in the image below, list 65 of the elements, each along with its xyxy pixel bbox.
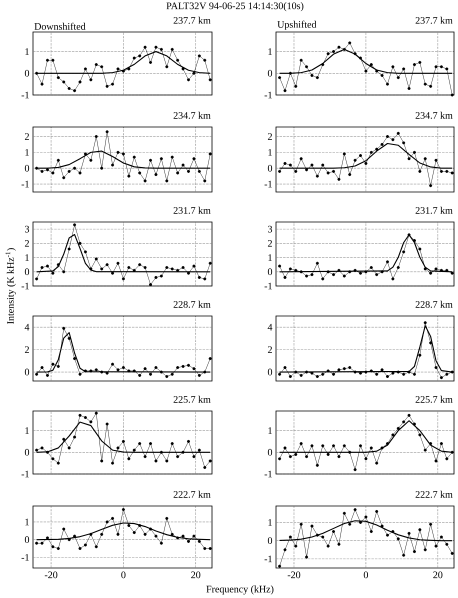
x-tick-label: 20 (433, 572, 442, 578)
y-tick-label: -1 (264, 556, 272, 562)
chart-title: 237.7 km (416, 16, 453, 24)
y-tick-label: 2 (268, 240, 272, 247)
y-tick-label: 3 (268, 226, 272, 232)
y-tick-label: 0 (24, 164, 30, 172)
y-tick-label: -1 (264, 470, 272, 478)
y-tick-label: 0 (268, 537, 272, 544)
y-tick-label: 1 (268, 149, 272, 156)
y-tick-label: 4 (24, 324, 30, 330)
y-tick-label: 1 (25, 48, 29, 55)
text: Upshifted (277, 20, 316, 30)
text: PALT32V 94-06-25 14:14:30(10s) (166, 2, 304, 12)
chart-title: 222.7 km (416, 490, 453, 498)
y-tick-label: 0 (268, 164, 272, 172)
y-tick-label: -1 (264, 180, 272, 188)
y-tick-label: -1 (22, 282, 29, 290)
y-tick-label: 2 (24, 240, 29, 247)
chart-title: 228.7 km (416, 300, 453, 308)
y-tick-label: 1 (268, 254, 272, 261)
y-tick-label: 0 (24, 70, 30, 77)
y-tick-label: 2 (24, 133, 29, 140)
y-axis-title: Intensity (K kHz$^{-1}$) (6, 248, 16, 324)
y-tick-label: -1 (22, 554, 29, 561)
y-tick-label: 3 (24, 226, 30, 232)
y-tick-label: -1 (22, 92, 29, 98)
chart-title: 234.7 km (416, 112, 453, 119)
y-tick-label: 2 (268, 133, 272, 140)
chart-title: 237.7 km (174, 16, 211, 24)
y-tick-label: 1 (25, 518, 29, 526)
x-tick-label: -20 (44, 572, 58, 578)
y-tick-label: 2 (24, 346, 29, 353)
y-tick-label: 1 (25, 149, 29, 156)
y-tick-label: 0 (24, 268, 30, 276)
y-tick-label: 0 (268, 368, 272, 376)
chart-title: 225.7 km (416, 396, 453, 403)
y-tick-label: 1 (25, 427, 29, 434)
y-tick-label: 1 (268, 48, 272, 55)
y-tick-label: 0 (24, 448, 30, 456)
y-tick-label: -1 (264, 282, 272, 290)
y-tick-label: 2 (268, 346, 272, 353)
chart-title: 225.7 km (174, 396, 211, 403)
y-tick-label: -1 (22, 180, 29, 188)
y-tick-label: 0 (268, 70, 272, 77)
y-tick-label: -1 (264, 92, 272, 98)
x-tick-label: 20 (191, 572, 200, 578)
y-tick-label: 0 (24, 536, 30, 544)
chart-title: 231.7 km (174, 206, 211, 214)
y-tick-label: -1 (22, 470, 29, 478)
x-tick-label: 0 (121, 572, 126, 578)
y-tick-label: 0 (268, 448, 272, 456)
y-tick-label: 1 (268, 427, 272, 434)
chart-title: 231.7 km (416, 206, 453, 214)
x-tick-label: -20 (288, 572, 300, 578)
y-tick-label: 0 (268, 268, 272, 276)
chart-title: 234.7 km (174, 112, 211, 119)
y-tick-label: 0 (24, 368, 30, 376)
chart-title: 222.7 km (174, 490, 211, 498)
y-tick-label: 1 (268, 519, 272, 526)
chart-title: 228.7 km (174, 300, 211, 308)
y-tick-label: 1 (25, 254, 29, 261)
x-axis-title: Frequency (kHz) (206, 585, 274, 594)
x-tick-label: 0 (364, 572, 368, 578)
text: Downshifted (34, 22, 86, 30)
y-tick-label: 4 (268, 324, 272, 330)
